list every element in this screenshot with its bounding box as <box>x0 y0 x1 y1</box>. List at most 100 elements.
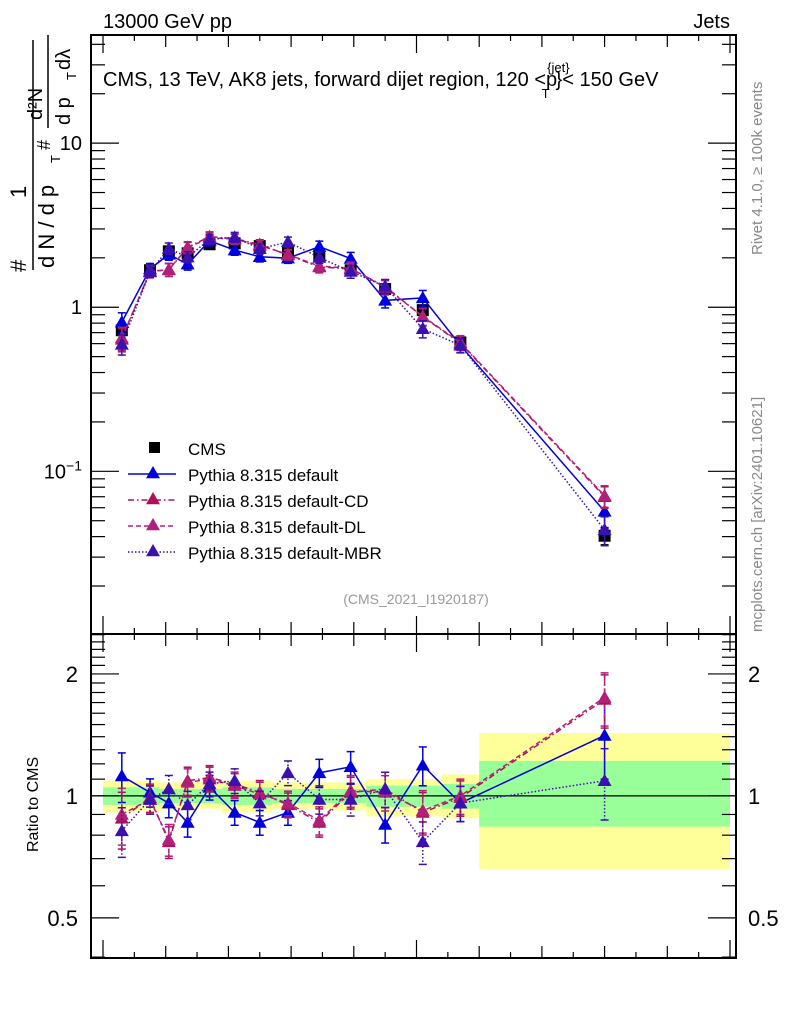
ratio-panel: 2 2 1 1 0.5 0.5 Ratio to CMS <box>25 633 779 959</box>
ratio-y-tick-label-right: 1 <box>748 784 760 809</box>
header-category-label: Jets <box>693 11 730 33</box>
data-point-mc <box>202 232 217 245</box>
legend-item: Pythia 8.315 default-MBR <box>128 544 382 563</box>
ratio-point <box>143 792 158 805</box>
data-point-mc <box>312 259 327 272</box>
data-point-mc <box>343 264 358 277</box>
y-label-sub2: T <box>64 72 79 80</box>
plot-title-sup: {jet} <box>547 60 570 75</box>
analysis-reference-label: (CMS_2021_I1920187) <box>343 591 489 607</box>
plot-title-post: }< 150 GeV <box>556 69 660 91</box>
ratio-point <box>415 758 430 771</box>
data-point-mc <box>143 264 158 277</box>
ratio-y-axis-label: Ratio to CMS <box>25 757 42 852</box>
legend-label: Pythia 8.315 default-DL <box>188 518 366 537</box>
ratio-point <box>597 690 612 703</box>
legend-item: CMS <box>149 440 226 459</box>
ratio-point <box>252 787 267 800</box>
ratio-point <box>378 782 393 795</box>
ratio-point <box>161 782 176 795</box>
ratio-point <box>312 813 327 826</box>
ratio-y-tick-label-left: 1 <box>66 784 78 809</box>
ratio-point <box>252 815 267 828</box>
ratio-point <box>161 832 176 845</box>
y-label-sub1: T <box>48 155 63 163</box>
y-axis-label: #1 d N / d p T # d²N d p T dλ <box>6 35 79 272</box>
legend-label: Pythia 8.315 default-MBR <box>188 544 382 563</box>
data-point-mc <box>597 504 612 517</box>
ratio-point <box>114 807 129 820</box>
legend-label: Pythia 8.315 default-CD <box>188 492 369 511</box>
ratio-point <box>227 805 242 818</box>
data-point-mc <box>180 240 195 254</box>
ratio-point <box>114 823 129 837</box>
plot-title-pre: CMS, 13 TeV, AK8 jets, forward dijet reg… <box>103 69 557 91</box>
data-point-mc <box>597 488 612 501</box>
legend-marker-triangle <box>146 492 160 505</box>
data-point-mc <box>453 338 468 351</box>
ratio-point <box>415 803 430 816</box>
y-tick-base: 10 <box>44 461 66 483</box>
ratio-y-tick-label-left: 2 <box>66 662 78 687</box>
legend-marker-square <box>149 442 160 453</box>
data-point-mc <box>415 309 430 322</box>
ratio-y-tick-label-left: 0.5 <box>47 906 78 931</box>
data-point-mc <box>161 241 176 254</box>
y-tick-exponent: −1 <box>66 457 82 473</box>
data-point-mc <box>280 247 295 260</box>
data-point-mc <box>161 262 176 275</box>
ratio-point <box>453 788 468 802</box>
legend: CMS Pythia 8.315 default Pythia 8.315 defa… <box>128 440 382 563</box>
ratio-point <box>597 773 612 786</box>
legend-label: CMS <box>188 440 226 459</box>
ratio-point <box>202 777 217 790</box>
y-label-den2: d p <box>53 97 75 125</box>
ratio-point <box>180 775 195 788</box>
legend-marker-triangle <box>146 518 160 531</box>
ratio-point <box>180 815 195 828</box>
y-label-den1: d N / d p <box>34 185 59 268</box>
data-point-mc <box>415 290 430 304</box>
ratio-y-tick-label-right: 0.5 <box>748 906 779 931</box>
legend-item: Pythia 8.315 default-DL <box>128 518 366 537</box>
ratio-point <box>343 783 358 796</box>
y-tick-label: 10 <box>60 133 82 155</box>
y-label-den2b: dλ <box>53 49 75 70</box>
legend-item: Pythia 8.315 default-CD <box>128 492 369 511</box>
series-line-3 <box>121 237 606 497</box>
y-label-hash-left: # <box>6 259 31 272</box>
ratio-point <box>252 796 267 809</box>
y-tick-label: 1 <box>71 297 82 319</box>
legend-marker-triangle <box>146 466 160 479</box>
ratio-point <box>415 834 430 848</box>
plot-title-sub: T <box>542 86 550 101</box>
ratio-point <box>343 759 358 773</box>
data-point-mc <box>280 234 295 248</box>
data-point-mc <box>180 250 195 263</box>
data-point-mc <box>312 239 327 252</box>
ratio-point <box>280 765 295 779</box>
ratio-point <box>114 768 129 782</box>
legend-marker-triangle <box>146 544 160 557</box>
ratio-point <box>180 797 195 811</box>
ratio-point <box>453 796 468 809</box>
header-collision-label: 13000 GeV pp <box>103 11 232 33</box>
ratio-y-tick-label-right: 2 <box>748 662 760 687</box>
data-point-mc <box>252 241 267 255</box>
data-point-mc <box>378 279 393 292</box>
data-point-mc <box>343 251 358 264</box>
series-line-4 <box>121 236 606 531</box>
ratio-point <box>161 796 176 809</box>
legend-label: Pythia 8.315 default <box>188 466 339 485</box>
ratio-point <box>312 792 327 805</box>
plot-title: CMS, 13 TeV, AK8 jets, forward dijet reg… <box>103 60 659 101</box>
data-point-mc <box>114 337 129 350</box>
legend-item: Pythia 8.315 default <box>128 466 339 485</box>
ratio-line-2 <box>121 696 606 842</box>
ratio-point <box>312 765 327 779</box>
data-point-mc <box>227 230 242 243</box>
y-tick-label: 10−1 <box>44 457 82 483</box>
data-point-mc <box>597 522 612 536</box>
